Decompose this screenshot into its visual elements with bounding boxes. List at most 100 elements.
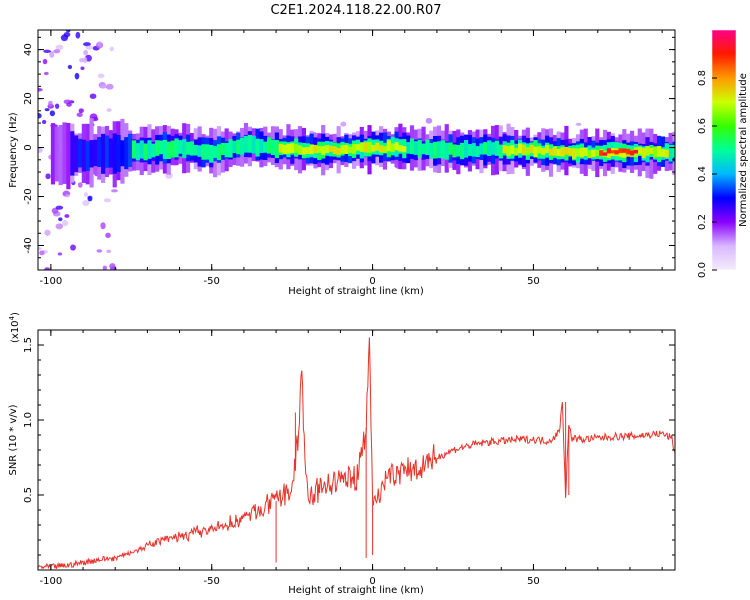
heatmap-noise-cell bbox=[109, 46, 115, 52]
heatmap-noise-cell bbox=[106, 108, 112, 112]
heatmap-band-cell bbox=[514, 147, 519, 156]
heatmap-band-cell bbox=[66, 122, 71, 190]
colorbar-tick-label: 0.8 bbox=[697, 70, 708, 86]
heatmap-band-cell bbox=[158, 140, 164, 155]
heatmap-band-cell bbox=[552, 146, 557, 156]
heatmap-noise-cell bbox=[97, 41, 102, 47]
heatmap-noise-cell bbox=[110, 189, 118, 193]
heatmap-band-cell bbox=[270, 139, 276, 156]
heatmap-noise-cell bbox=[64, 214, 70, 218]
heatmap-band-cell bbox=[286, 143, 291, 154]
heatmap-noise-cell bbox=[38, 246, 42, 251]
heatmap-band-cell bbox=[317, 146, 322, 153]
heatmap-band-cell bbox=[668, 144, 673, 162]
heatmap-band-cell bbox=[521, 144, 527, 155]
heatmap-band-cell bbox=[185, 141, 191, 155]
heatmap-noise-cell bbox=[45, 173, 51, 180]
heatmap-band-cell bbox=[363, 142, 368, 153]
heatmap-band-cell bbox=[170, 140, 175, 158]
heatmap-band-cell bbox=[232, 140, 237, 153]
heatmap-band-cell bbox=[618, 148, 623, 154]
heatmap-band-cell bbox=[413, 141, 418, 155]
heatmap-band-cell bbox=[660, 149, 666, 157]
heatmap-band-cell bbox=[618, 149, 623, 158]
heatmap-band-cell bbox=[572, 148, 577, 160]
heatmap-band-cell bbox=[243, 136, 249, 153]
spectrogram-ylabel: Frequency (Hz) bbox=[8, 112, 19, 188]
heatmap-band-cell bbox=[205, 144, 210, 160]
heatmap-noise-cell bbox=[67, 64, 73, 70]
heatmap-band-cell bbox=[463, 140, 469, 158]
heatmap-band-cell bbox=[344, 144, 349, 155]
heatmap-noise-cell bbox=[75, 31, 81, 39]
heatmap-noise-cell bbox=[44, 108, 50, 112]
heatmap-band-cell bbox=[421, 143, 426, 155]
heatmap-band-cell bbox=[467, 144, 472, 156]
heatmap-band-cell bbox=[197, 145, 202, 157]
x-tick-label: 50 bbox=[527, 576, 540, 587]
y-tick-label: 1.5 bbox=[23, 337, 34, 353]
heatmap-noise-cell bbox=[55, 223, 64, 230]
heatmap-band-cell bbox=[301, 147, 306, 155]
heatmap-band-cell bbox=[626, 148, 631, 155]
heatmap-band-cell bbox=[220, 142, 225, 156]
snr-ticks: -100 -50 0 50 0.5 1.0 1.5 bbox=[23, 330, 675, 587]
heatmap-noise-cell bbox=[57, 252, 63, 256]
heatmap-band-cell bbox=[321, 146, 326, 156]
snr-scale-label: (x104) bbox=[8, 312, 21, 343]
y-tick-label: 0.5 bbox=[23, 487, 34, 503]
heatmap-band-cell bbox=[97, 137, 102, 167]
heatmap-noise-cell bbox=[102, 265, 108, 270]
heatmap-band-cell bbox=[417, 139, 422, 158]
y-tick-label: -20 bbox=[23, 188, 34, 204]
heatmap-noise-cell bbox=[76, 112, 83, 118]
heatmap-band-cell bbox=[85, 141, 90, 171]
heatmap-noise-cell bbox=[54, 103, 60, 109]
heatmap-band-cell bbox=[494, 140, 500, 156]
heatmap-band-cell bbox=[595, 149, 600, 156]
heatmap-noise-cell bbox=[41, 119, 47, 125]
snr-marks bbox=[38, 337, 675, 570]
heatmap-noise-cell bbox=[44, 229, 51, 236]
snr-scale-exp: 4 bbox=[8, 315, 16, 320]
snr-scale-text: (x10 bbox=[10, 320, 21, 343]
heatmap-band-cell bbox=[251, 135, 256, 154]
heatmap-band-cell bbox=[460, 142, 465, 160]
spectrogram-frame bbox=[37, 29, 676, 271]
heatmap-band-cell bbox=[452, 144, 457, 158]
heatmap-band-cell bbox=[255, 138, 260, 157]
heatmap-noise-cell bbox=[83, 42, 91, 47]
heatmap-band-cell bbox=[336, 147, 341, 156]
heatmap-band-cell bbox=[305, 147, 310, 155]
heatmap-band-cell bbox=[166, 141, 171, 159]
heatmap-band-cell bbox=[313, 144, 318, 154]
heatmap-band-cell bbox=[139, 140, 144, 159]
heatmap-noise-cell bbox=[99, 84, 108, 89]
heatmap-band-cell bbox=[386, 140, 391, 152]
heatmap-band-cell bbox=[236, 139, 241, 155]
heatmap-band-cell bbox=[541, 148, 546, 155]
heatmap-band-cell bbox=[564, 146, 569, 155]
heatmap-band-cell bbox=[560, 147, 565, 157]
heatmap-noise-cell bbox=[60, 34, 69, 42]
heatmap-band-cell bbox=[448, 142, 453, 155]
heatmap-band-cell bbox=[120, 140, 125, 167]
heatmap-noise-cell bbox=[85, 45, 94, 50]
heatmap-band-cell bbox=[213, 146, 218, 158]
heatmap-band-cell bbox=[502, 145, 507, 154]
x-tick-label: 50 bbox=[527, 276, 540, 287]
colorbar: 0.0 0.2 0.4 0.6 0.8 Normalized spectral ampl… bbox=[697, 29, 749, 278]
heatmap-band-cell bbox=[506, 146, 511, 157]
heatmap-band-cell bbox=[297, 145, 303, 155]
heatmap-band-cell bbox=[324, 144, 330, 154]
x-tick-label: 0 bbox=[369, 576, 375, 587]
heatmap-band-cell bbox=[77, 138, 83, 168]
heatmap-band-cell bbox=[124, 137, 129, 170]
heatmap-noise-cell bbox=[82, 200, 90, 206]
heatmap-band-cell bbox=[436, 141, 442, 159]
heatmap-noise-cell bbox=[97, 73, 105, 79]
heatmap-band-cell bbox=[633, 149, 639, 154]
heatmap-noise-cell bbox=[87, 195, 93, 202]
heatmap-noise-cell bbox=[43, 71, 49, 76]
heatmap-band-cell bbox=[548, 148, 554, 156]
